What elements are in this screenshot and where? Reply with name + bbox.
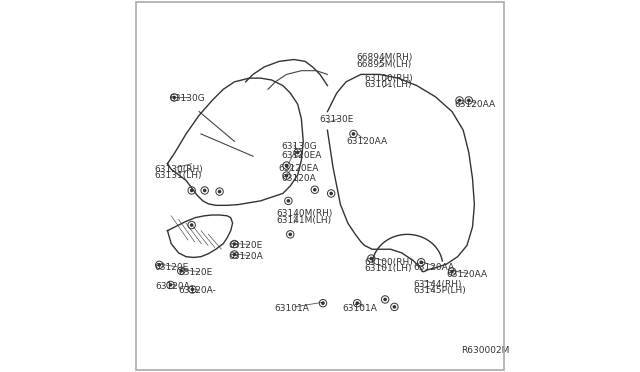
Text: 66894M(RH): 66894M(RH)	[356, 53, 413, 62]
Circle shape	[384, 298, 386, 301]
Circle shape	[170, 284, 172, 286]
Circle shape	[356, 302, 358, 304]
Text: 63141M(LH): 63141M(LH)	[276, 216, 332, 225]
Circle shape	[468, 99, 470, 102]
Text: 63101A: 63101A	[342, 304, 377, 312]
Text: 63120E: 63120E	[154, 263, 189, 272]
Circle shape	[218, 190, 221, 193]
Text: 63130G: 63130G	[281, 142, 317, 151]
Circle shape	[458, 99, 461, 102]
Text: 63145P(LH): 63145P(LH)	[413, 286, 466, 295]
Text: 63120A: 63120A	[229, 252, 264, 261]
Text: 63120EA: 63120EA	[278, 164, 319, 173]
Circle shape	[353, 133, 355, 135]
Text: 63144(RH): 63144(RH)	[413, 280, 461, 289]
Text: 63120A-: 63120A-	[156, 282, 193, 291]
Text: 63120AA: 63120AA	[346, 137, 387, 146]
Circle shape	[451, 270, 453, 273]
Circle shape	[191, 224, 193, 226]
Text: 63120EA: 63120EA	[281, 151, 321, 160]
Circle shape	[330, 192, 332, 195]
Circle shape	[180, 270, 182, 272]
Text: 63120E: 63120E	[179, 268, 213, 277]
Circle shape	[234, 253, 236, 256]
Circle shape	[285, 164, 287, 167]
Circle shape	[234, 243, 236, 245]
Text: 66895M(LH): 66895M(LH)	[356, 60, 412, 69]
Text: 63130G: 63130G	[170, 94, 205, 103]
Circle shape	[420, 261, 422, 263]
Text: 63120A: 63120A	[282, 174, 316, 183]
Circle shape	[370, 257, 372, 260]
Text: 63120A-: 63120A-	[179, 286, 216, 295]
Circle shape	[296, 151, 299, 154]
Circle shape	[204, 189, 206, 192]
Circle shape	[322, 302, 324, 304]
Circle shape	[287, 200, 289, 202]
Text: 63131(LH): 63131(LH)	[154, 171, 202, 180]
Circle shape	[289, 233, 291, 235]
Circle shape	[285, 174, 287, 177]
Text: 63101A: 63101A	[275, 304, 310, 312]
Text: 63120AA: 63120AA	[413, 263, 454, 272]
Text: 63120E: 63120E	[229, 241, 263, 250]
Text: 63130(RH): 63130(RH)	[154, 165, 204, 174]
Text: 63140M(RH): 63140M(RH)	[276, 209, 332, 218]
Circle shape	[394, 306, 396, 308]
Text: 63100(RH): 63100(RH)	[364, 74, 413, 83]
Text: 63101(LH): 63101(LH)	[364, 80, 412, 89]
Text: 63101(LH): 63101(LH)	[365, 264, 412, 273]
Circle shape	[314, 189, 316, 191]
Circle shape	[191, 189, 193, 192]
Circle shape	[173, 96, 175, 99]
Circle shape	[158, 264, 161, 266]
Text: 63130E: 63130E	[319, 115, 354, 124]
Text: 63120AA: 63120AA	[454, 100, 495, 109]
Text: R630002M: R630002M	[461, 346, 509, 355]
Text: 63100(RH): 63100(RH)	[365, 258, 413, 267]
Circle shape	[191, 288, 193, 291]
Text: 63120AA: 63120AA	[447, 270, 488, 279]
